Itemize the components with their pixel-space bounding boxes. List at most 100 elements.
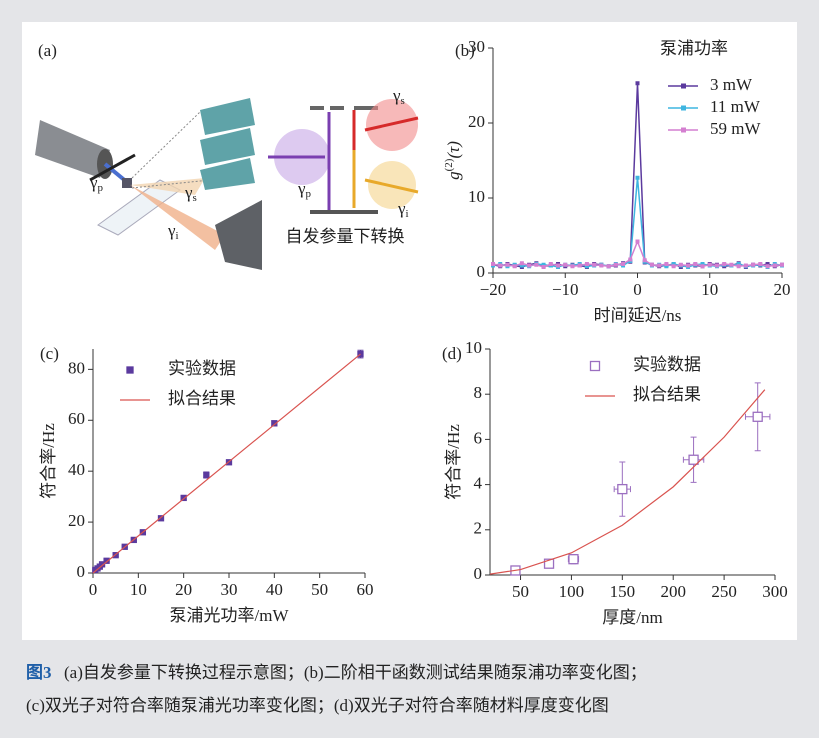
point [689,455,698,464]
point [672,264,676,268]
y-axis-label-part: g [444,171,463,180]
legend-label: 59 mW [710,119,761,138]
point [534,263,538,267]
x-tick-label: 0 [89,580,98,599]
y-tick-label: 80 [68,358,85,377]
y-axis-label-part: 符合率/Hz [444,424,463,500]
panel-label: (d) [442,344,462,363]
point [780,263,784,267]
legend-marker [681,128,686,133]
point [549,262,553,266]
point [491,262,495,266]
x-tick-label: 30 [221,580,238,599]
legend-marker [681,84,686,89]
legend-label: 11 mW [710,97,761,116]
page: (a) γp γs γi γs γp γi 自发参量下转换 [0,0,819,738]
point [636,81,640,85]
legend-title: 泵浦功率 [660,39,728,58]
point [505,263,509,267]
legend-label: 实验数据 [633,355,701,374]
legend-label: 3 mW [710,75,753,94]
caption: 图3 (a)自发参量下转换过程示意图；(b)二阶相干函数测试结果随泵浦功率变化图… [26,663,647,715]
point [599,264,603,268]
x-axis-label: 泵浦光功率/mW [170,606,290,625]
point [657,264,661,268]
point [542,265,546,269]
point [636,176,640,180]
point [753,412,762,421]
point [585,262,589,266]
point [708,263,712,267]
y-tick-label: 8 [474,383,483,402]
lattice [200,98,255,190]
legend-label: 实验数据 [168,359,236,378]
point [520,261,524,265]
y-tick-label: 10 [465,338,482,357]
x-tick-label: 300 [762,582,788,601]
x-tick-label: −10 [552,280,579,299]
point [578,264,582,268]
x-tick-label: 50 [311,580,328,599]
point [751,263,755,267]
legend-label: 拟合结果 [168,389,236,408]
x-tick-label: 100 [559,582,585,601]
x-tick-label: 150 [610,582,636,601]
photon-sub: p [98,182,104,194]
point [701,264,705,268]
legend-marker [591,362,600,371]
x-tick-label: −20 [480,280,507,299]
point [621,262,625,266]
y-tick-label: 0 [474,564,483,583]
photon-sub: p [306,188,312,200]
y-tick-label: 2 [474,519,483,538]
point [679,263,683,267]
y-tick-label: 20 [68,511,85,530]
x-tick-label: 50 [512,582,529,601]
figure: (a) γp γs γi γs γp γi 自发参量下转换 [0,0,819,738]
y-tick-label: 20 [468,112,485,131]
y-tick-label: 0 [77,562,86,581]
y-tick-label: 0 [477,262,486,281]
point [563,263,567,267]
point [744,264,748,268]
point [556,264,560,268]
y-tick-label: 6 [474,428,483,447]
caption-line: (c)双光子对符合率随泵浦光功率变化图；(d)双光子对符合率随材料厚度变化图 [26,696,609,715]
legend-marker [681,106,686,111]
point [513,264,517,268]
legend-marker [127,367,133,373]
point [498,264,502,268]
y-axis-label: 符合率/Hz [39,423,58,499]
point [592,263,596,267]
point [614,263,618,267]
point [715,264,719,268]
point [686,264,690,268]
x-tick-label: 10 [130,580,147,599]
x-tick-label: 10 [701,280,718,299]
x-tick-label: 200 [660,582,686,601]
legend-label: 拟合结果 [633,385,701,404]
caption-label: 图3 [26,663,52,682]
x-tick-label: 20 [774,280,791,299]
x-tick-label: 250 [711,582,737,601]
point [570,264,574,268]
point [607,264,611,268]
photon-sub: i [406,208,409,220]
caption-line: (a)自发参量下转换过程示意图；(b)二阶相干函数测试结果随泵浦功率变化图； [64,663,647,682]
y-tick-label: 10 [468,187,485,206]
photon-sub: i [176,230,179,242]
y-axis-label-part: (τ) [444,141,463,159]
point [758,262,762,266]
x-tick-label: 40 [266,580,283,599]
point [527,264,531,268]
x-axis-label: 时间延迟/ns [594,306,682,325]
x-axis-label: 厚度/nm [602,608,662,627]
photon-sub: s [193,192,197,204]
point [650,263,654,267]
y-tick-label: 40 [68,460,85,479]
y-tick-label: 60 [68,409,85,428]
x-tick-label: 60 [357,580,374,599]
point [737,264,741,268]
x-tick-label: 20 [175,580,192,599]
crystal [122,178,132,188]
